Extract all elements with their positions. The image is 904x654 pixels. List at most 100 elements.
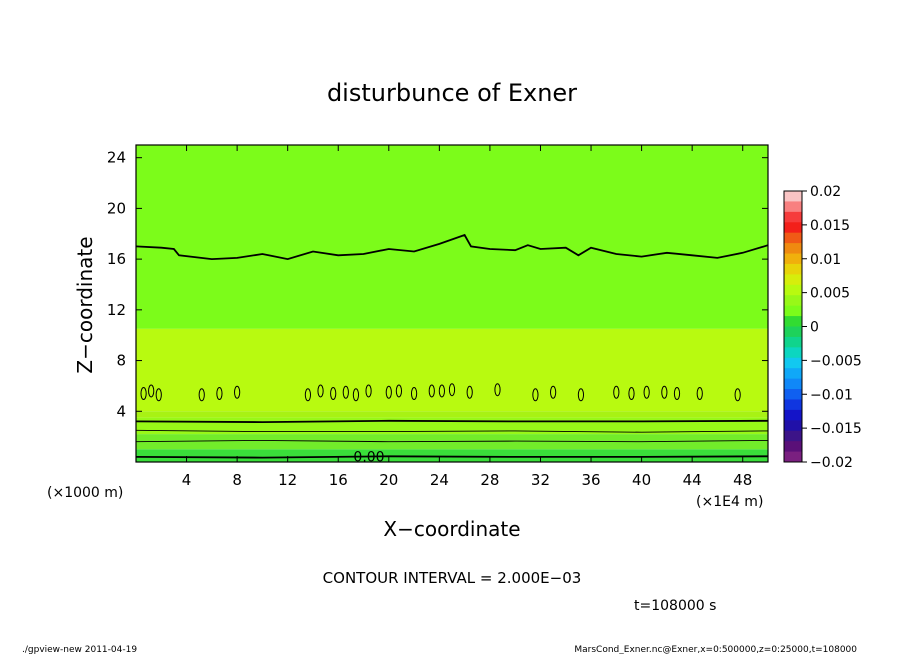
time-text: t=108000 s <box>634 598 716 614</box>
contour-line-upper <box>135 233 769 261</box>
x-axis-label: X−coordinate <box>383 517 520 541</box>
contour-cell-4 <box>216 387 223 401</box>
x-tick-label: 4 <box>182 471 192 489</box>
x-axis-unit: (×1E4 m) <box>696 494 763 510</box>
contour-line-thin-1.6 <box>135 439 769 443</box>
x-tick-label: 36 <box>581 471 600 489</box>
y-axis-unit: (×1000 m) <box>47 485 123 501</box>
contour-cell-28 <box>696 387 703 401</box>
contour-line-thick-3.2 <box>135 419 769 424</box>
colorbar-swatch <box>784 357 802 369</box>
colorbar-tick-label: 0.01 <box>810 252 841 268</box>
colorbar-swatch <box>784 409 802 421</box>
colorbar-swatch <box>784 201 802 213</box>
y-tick-label: 4 <box>116 402 126 420</box>
x-tick-label: 28 <box>480 471 499 489</box>
x-tick-label: 24 <box>430 471 449 489</box>
colorbar-swatch <box>784 284 802 296</box>
colorbar-swatch <box>784 305 802 317</box>
contour-line-zero <box>135 455 769 459</box>
contour-cell-24 <box>628 387 635 401</box>
colorbar-swatch <box>784 222 802 234</box>
colorbar-tick-label: −0.015 <box>810 421 862 437</box>
colorbar-tick-label: −0.01 <box>810 387 853 403</box>
colorbar: 0.02 0.015 0.01 0.005 0 −0.005 −0.01 −0.015 −0.0… <box>783 184 862 471</box>
x-tick-label: 12 <box>278 471 297 489</box>
contour-cell-7 <box>317 384 324 398</box>
contour-interval-text: CONTOUR INTERVAL = 2.000E−03 <box>323 569 582 587</box>
fill-band-2 <box>136 411 768 418</box>
colorbar-tick-label: 0.005 <box>810 286 850 302</box>
contour-cell-13 <box>395 384 403 398</box>
y-axis-ticks: 4 8 12 16 20 24 <box>107 149 768 420</box>
contour-cell-18 <box>466 385 473 399</box>
contour-cell-14 <box>410 387 418 401</box>
contour-cell-0 <box>140 387 147 401</box>
contour-cell-19 <box>494 383 501 397</box>
colorbar-swatch <box>784 368 802 380</box>
colorbar-swatch <box>784 347 802 359</box>
contour-cell-11 <box>365 384 372 398</box>
colorbar-swatch <box>784 253 802 265</box>
contour-cell-16 <box>438 384 445 398</box>
colorbar-swatch <box>784 399 802 411</box>
y-tick-label: 20 <box>107 199 126 217</box>
contour-line-thin-2.4 <box>135 429 769 433</box>
y-axis-label: Z−coordinate <box>73 236 97 373</box>
colorbar-tick-label: −0.02 <box>810 455 853 471</box>
contour-cell-9 <box>342 385 349 399</box>
contour-cell-12 <box>385 385 392 399</box>
colorbar-swatch <box>784 243 802 255</box>
colorbar-swatch <box>784 326 802 338</box>
fill-band-5 <box>136 449 768 462</box>
contour-cell-21 <box>550 385 557 399</box>
contour-lines <box>135 233 769 459</box>
colorbar-swatch <box>784 389 802 400</box>
colorbar-tick-label: 0 <box>810 320 819 336</box>
x-tick-label: 16 <box>329 471 348 489</box>
colorbar-swatch <box>784 274 802 286</box>
contour-cell-20 <box>532 388 539 402</box>
colorbar-tick-label: 0.015 <box>810 218 850 234</box>
contour-cell-26 <box>661 385 668 399</box>
fill-band-0 <box>136 145 768 329</box>
colorbar-tick-label: 0.02 <box>810 184 841 200</box>
contour-cell-23 <box>613 385 620 399</box>
contour-cell-8 <box>330 387 337 401</box>
colorbar-swatch <box>784 430 802 442</box>
colorbar-swatch <box>784 316 802 327</box>
y-tick-label: 24 <box>107 149 126 167</box>
x-axis-ticks: 4 8 12 16 20 24 28 32 36 40 44 48 <box>182 145 752 489</box>
contour-cell-3 <box>198 388 205 402</box>
contour-cell-15 <box>428 384 435 398</box>
contour-cell-17 <box>448 383 456 397</box>
x-tick-label: 40 <box>632 471 651 489</box>
colorbar-swatch <box>784 336 802 348</box>
fill-bands <box>136 145 768 462</box>
colorbar-swatch <box>784 295 802 307</box>
colorbar-swatch <box>784 211 802 223</box>
plot-frame <box>135 144 769 463</box>
contour-zero-label: 0.00 <box>353 449 384 465</box>
colorbar-tick-label: −0.005 <box>810 353 862 369</box>
contour-cell-29 <box>734 388 741 402</box>
contour-cell-5 <box>234 385 241 399</box>
contour-cell-25 <box>643 385 650 399</box>
contour-cell-6 <box>304 388 312 402</box>
colorbar-swatch <box>784 420 802 432</box>
contour-cell-22 <box>577 388 585 402</box>
colorbar-swatch <box>784 441 802 453</box>
contour-cell-2 <box>155 388 162 402</box>
x-tick-label: 44 <box>683 471 702 489</box>
y-tick-label: 16 <box>107 250 126 268</box>
contour-cell-1 <box>148 384 155 398</box>
x-tick-label: 20 <box>379 471 398 489</box>
x-tick-label: 48 <box>733 471 752 489</box>
contour-cell-27 <box>673 387 681 401</box>
chart-title: disturbunce of Exner <box>327 79 577 107</box>
colorbar-swatch <box>784 191 802 202</box>
y-tick-label: 12 <box>107 301 126 319</box>
colorbar-swatch <box>784 378 802 390</box>
